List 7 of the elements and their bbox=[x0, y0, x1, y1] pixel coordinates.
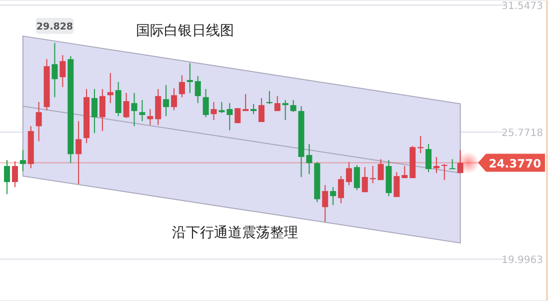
y-tick-label: 19.9963 bbox=[502, 255, 543, 266]
annotation: 29.828 bbox=[36, 21, 74, 32]
annotation: 沿下行通道震荡整理 bbox=[172, 225, 298, 241]
text: 国际白银日线图 bbox=[136, 23, 234, 39]
y-tick-label: 31.5473 bbox=[502, 1, 543, 12]
y-tick-label: 25.7718 bbox=[502, 128, 543, 140]
ref-line-label: 24.3770 bbox=[488, 156, 542, 170]
